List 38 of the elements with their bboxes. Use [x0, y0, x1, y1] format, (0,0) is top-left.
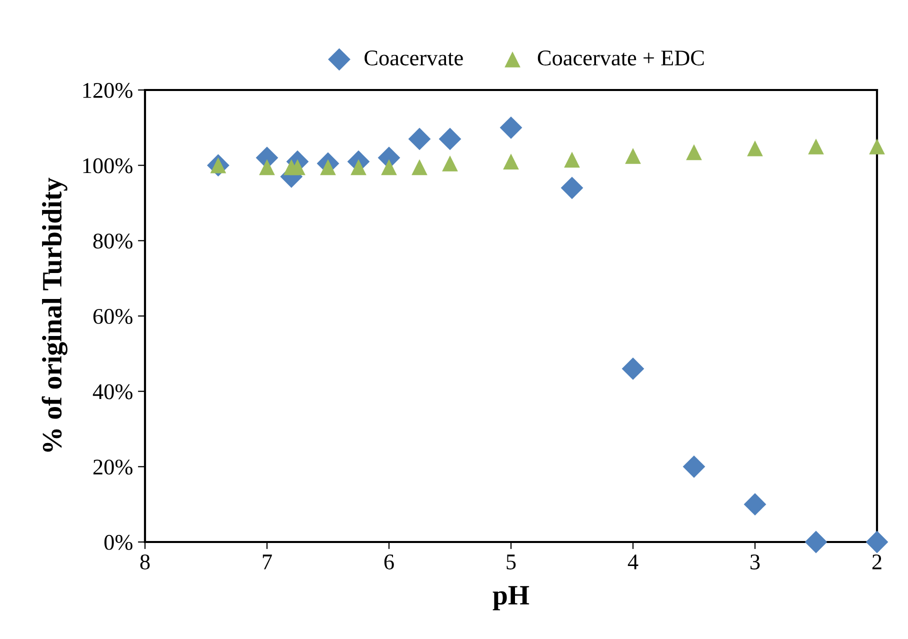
point: [500, 116, 522, 139]
point: [438, 128, 462, 150]
legend-label: Coacervate: [364, 50, 463, 66]
point: [560, 176, 584, 200]
y-tick-label: 80%: [93, 234, 132, 249]
point: [747, 140, 763, 156]
point: [259, 159, 275, 176]
y-tick-label: 60%: [93, 308, 132, 324]
point: [625, 148, 641, 164]
point: [381, 159, 397, 176]
point: [442, 156, 458, 172]
point: [808, 138, 824, 154]
x-tick-label: 5: [506, 554, 516, 570]
x-tick-label: 2: [872, 554, 882, 570]
y-tick-label: 100%: [83, 158, 132, 174]
x-tick-label: 7: [262, 554, 272, 570]
y-tick-label: 0%: [104, 534, 132, 550]
point: [804, 530, 828, 554]
point: [682, 455, 706, 478]
legend-label: Coacervate + EDC: [538, 50, 704, 66]
point: [869, 138, 885, 154]
x-tick-label: 6: [384, 554, 394, 570]
point: [686, 144, 702, 160]
point: [412, 159, 428, 176]
point: [622, 358, 644, 380]
x-tick-label: 4: [628, 554, 638, 570]
y-axis-title: % of original Turbidity: [42, 178, 68, 452]
x-tick-label: 3: [750, 554, 760, 570]
x-axis-title: pH: [492, 586, 530, 610]
y-tick-label: 20%: [93, 460, 132, 475]
point: [564, 152, 580, 168]
point: [744, 493, 766, 516]
y-tick-label: 120%: [83, 82, 132, 98]
point: [408, 128, 431, 150]
point: [866, 530, 888, 554]
point: [503, 154, 519, 170]
y-tick-label: 40%: [92, 384, 132, 400]
x-tick-label: 8: [140, 554, 150, 570]
